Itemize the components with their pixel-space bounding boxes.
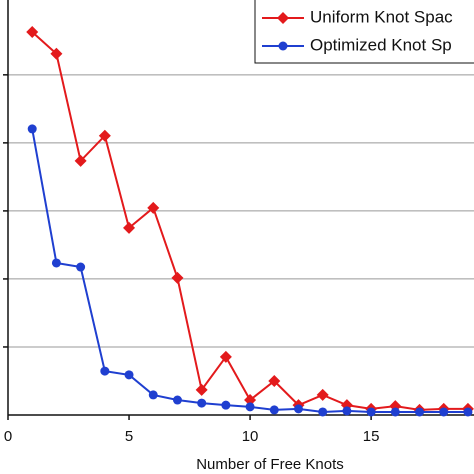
legend-marker: [278, 41, 288, 51]
point: [51, 258, 61, 268]
point: [172, 395, 182, 405]
point: [221, 400, 231, 410]
legend-label: Uniform Knot Spac: [310, 7, 453, 26]
x-tick-label: 10: [242, 428, 259, 445]
point: [98, 129, 111, 142]
point: [316, 388, 329, 401]
point: [390, 407, 400, 417]
point: [219, 350, 232, 363]
point: [50, 47, 63, 60]
point: [366, 407, 376, 417]
legend-marker: [277, 12, 289, 24]
x-tick-label: 15: [363, 428, 380, 445]
series-line: [31, 128, 468, 413]
point: [74, 154, 87, 167]
point: [245, 402, 255, 412]
point: [197, 398, 207, 408]
point: [244, 394, 257, 407]
legend: Uniform Knot Spac Optimized Knot Sp: [254, 0, 474, 64]
series-line: [31, 31, 468, 411]
point: [76, 262, 86, 272]
point: [171, 271, 184, 284]
point: [124, 370, 134, 380]
x-tick-label: 5: [125, 428, 133, 445]
point: [439, 407, 449, 417]
point: [318, 407, 328, 417]
point: [463, 407, 473, 417]
series: [26, 25, 474, 416]
point: [148, 390, 158, 400]
point: [147, 201, 160, 214]
point: [195, 383, 208, 396]
legend-box: [254, 0, 474, 64]
point: [342, 406, 352, 416]
point: [123, 221, 136, 234]
point: [26, 25, 39, 38]
x-axis-label: Number of Free Knots: [196, 456, 344, 473]
point: [268, 374, 281, 387]
point: [293, 404, 303, 414]
legend-label: Optimized Knot Sp: [310, 35, 452, 54]
point: [269, 405, 279, 415]
point: [100, 366, 110, 376]
point: [415, 407, 425, 417]
point: [27, 124, 37, 134]
series: [27, 124, 473, 417]
x-tick-label: 0: [4, 428, 12, 445]
